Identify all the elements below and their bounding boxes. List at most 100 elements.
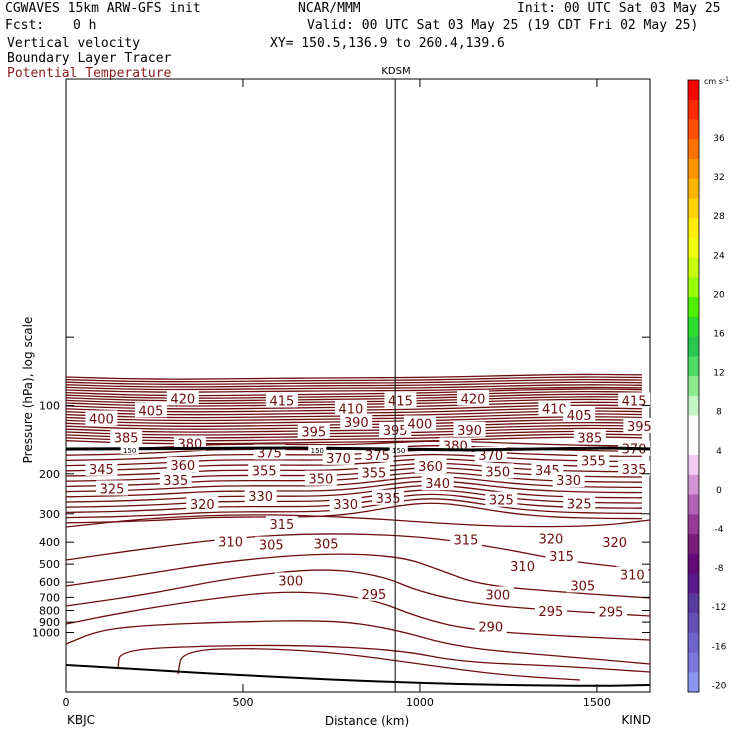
theta-line	[65, 386, 643, 393]
theta-line	[65, 384, 643, 391]
theta-label-bg	[166, 457, 199, 473]
theta-label-bg	[310, 535, 343, 551]
theta-label: 330	[333, 498, 358, 513]
colorbar-label: -16	[712, 642, 727, 652]
theta-label-bg	[134, 402, 167, 418]
theta-label-bg	[618, 460, 651, 476]
theta-label-bg	[265, 392, 298, 408]
colorbar-swatch	[688, 534, 699, 555]
theta-label: 375	[365, 449, 390, 464]
theta-label-bg	[623, 417, 656, 433]
theta-label: 415	[269, 394, 294, 409]
theta-label-bg	[255, 536, 288, 552]
theta-label: 345	[89, 463, 114, 478]
theta-label-bg	[214, 533, 247, 549]
theta-label-bg	[384, 392, 417, 408]
y-tick-label: 600	[39, 576, 60, 589]
theta-label: 320	[538, 532, 563, 547]
theta-label: 305	[259, 539, 284, 554]
theta-line	[65, 502, 643, 524]
theta-label: 315	[269, 518, 294, 533]
theta-label-bg	[357, 464, 390, 480]
colorbar-frame	[687, 79, 700, 693]
y-tick-label: 100	[39, 400, 60, 413]
fcst-label: Fcst:	[5, 18, 45, 33]
theta-label: 320	[190, 498, 215, 513]
theta-label: 410	[542, 402, 567, 417]
theta-label-bg	[577, 452, 610, 468]
theta-label-bg	[449, 531, 482, 547]
theta-label: 355	[581, 455, 606, 470]
theta-label-bg	[538, 400, 571, 416]
theta-label-bg	[85, 410, 118, 426]
theta-label: 310	[510, 560, 535, 575]
theta-label: 340	[425, 477, 450, 492]
colorbar-swatch	[688, 316, 699, 338]
tracer-contour: 150 150 150	[65, 444, 651, 455]
theta-label-bg	[110, 429, 143, 445]
theta-label: 350	[485, 465, 510, 480]
colorbar-swatch	[688, 494, 699, 515]
tracer-label: 150	[392, 447, 405, 455]
theta-label: 390	[344, 416, 369, 431]
colorbar-swatch	[688, 356, 699, 377]
theta-label-bg	[545, 547, 578, 563]
colorbar-label: -12	[712, 603, 727, 613]
theta-label: 375	[257, 446, 282, 461]
colorbar-label: -4	[715, 525, 724, 535]
theta-label: 350	[308, 473, 333, 488]
y-tick-label: 300	[39, 508, 60, 521]
colorbar-swatch	[688, 474, 699, 496]
theta-label: 395	[301, 425, 326, 440]
theta-line	[65, 480, 643, 498]
colorbar-label: -8	[715, 564, 724, 574]
theta-label-bg	[566, 577, 599, 593]
colorbar-swatch	[688, 435, 699, 456]
theta-label-bg	[304, 470, 337, 486]
theta-label: 355	[252, 464, 277, 479]
right-endpoint: KIND	[621, 713, 651, 727]
y-axis-label: Pressure (hPa), log scale	[21, 317, 35, 464]
theta-label: 335	[376, 492, 401, 507]
theta-label-bg	[166, 390, 199, 406]
theta-label-bg	[563, 406, 596, 422]
colorbar-swatch	[688, 257, 699, 278]
org-label: NCAR/MMM	[298, 1, 361, 16]
theta-label: 325	[100, 482, 125, 497]
theta-label: 420	[170, 392, 195, 407]
theta-label: 395	[627, 420, 652, 435]
theta-line	[65, 393, 643, 402]
theta-label-bg	[159, 472, 192, 488]
theta-label: 300	[278, 574, 303, 589]
colorbar-swatch	[688, 80, 699, 101]
colorbar-label: 4	[716, 447, 722, 457]
theta-label: 360	[418, 460, 443, 475]
theta-line	[65, 620, 651, 665]
colorbar-swatch	[688, 652, 699, 673]
colorbar-unit: cm s-1	[704, 76, 729, 86]
theta-label: 385	[577, 431, 602, 446]
tracer-label: 150	[123, 447, 136, 455]
theta-line	[65, 471, 643, 488]
colorbar-label: 28	[713, 212, 725, 222]
theta-label-bg	[618, 392, 651, 408]
tracer-label-bg	[308, 444, 327, 454]
y-tick-label: 200	[39, 468, 60, 481]
colorbar-label: -20	[712, 681, 727, 691]
colorbar-swatch	[688, 632, 699, 654]
theta-label: 330	[248, 490, 273, 505]
theta-label: 385	[114, 431, 139, 446]
theta-label: 315	[454, 534, 479, 549]
colorbar-swatch	[688, 277, 699, 298]
colorbar-swatch	[688, 218, 699, 239]
colorbar-label: 24	[713, 251, 725, 261]
theta-label-bg	[573, 429, 606, 445]
colorbar-swatch	[688, 455, 699, 476]
theta-label: 315	[549, 550, 574, 565]
colorbar-swatch	[688, 178, 699, 199]
colorbar-swatch	[688, 593, 699, 614]
theta-label-bg	[274, 572, 307, 588]
theta-label-bg	[552, 472, 585, 488]
theta-label: 330	[556, 474, 581, 489]
xy-range: XY= 150.5,136.9 to 260.4,139.6	[270, 36, 505, 51]
